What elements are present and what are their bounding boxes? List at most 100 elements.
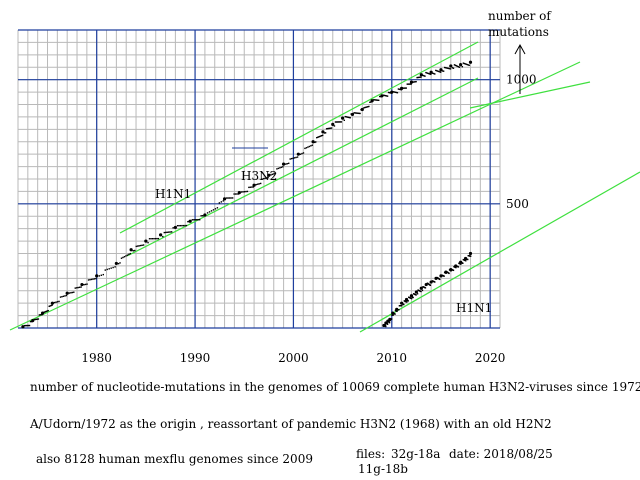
data-point <box>187 220 189 223</box>
data-point <box>181 224 183 227</box>
files-name-1: 32g-18a <box>391 447 441 461</box>
data-point <box>166 231 168 233</box>
data-point <box>354 112 356 114</box>
data-point <box>464 63 466 65</box>
data-point <box>318 136 320 138</box>
data-point <box>44 311 46 313</box>
data-point <box>325 128 328 130</box>
data-point <box>340 121 343 123</box>
data-point <box>73 291 75 293</box>
data-point <box>468 251 473 256</box>
y-tick-label: 500 <box>506 197 529 211</box>
data-point <box>68 292 71 294</box>
data-point <box>43 311 45 313</box>
data-point <box>434 281 436 283</box>
data-point <box>262 178 265 180</box>
data-point <box>216 207 219 209</box>
data-point <box>347 116 349 118</box>
data-point <box>157 237 160 240</box>
data-point <box>344 115 346 118</box>
caption-line-1: number of nucleotide-mutations in the ge… <box>30 380 640 394</box>
data-point <box>394 313 396 315</box>
data-point <box>360 107 364 112</box>
data-point <box>416 293 419 295</box>
data-point <box>25 324 28 327</box>
data-point <box>87 279 90 281</box>
data-point <box>176 225 179 227</box>
data-point <box>310 145 312 147</box>
data-point <box>417 76 419 79</box>
data-point <box>385 325 387 328</box>
data-point <box>265 177 268 179</box>
data-point <box>179 224 182 227</box>
files-name-2: 11g-18b <box>358 462 408 476</box>
data-point <box>64 295 66 297</box>
data-point <box>182 224 185 227</box>
data-point <box>311 144 314 146</box>
data-point <box>129 248 133 252</box>
data-point <box>359 112 361 115</box>
data-point <box>267 173 271 177</box>
data-point <box>39 314 42 316</box>
data-point <box>198 218 201 221</box>
data-point <box>317 136 319 138</box>
data-point <box>31 318 35 323</box>
data-point <box>392 314 394 316</box>
data-point <box>162 235 164 238</box>
data-point <box>80 286 82 288</box>
data-point <box>33 318 36 321</box>
x-tick-label: 2000 <box>278 351 309 365</box>
data-point <box>102 273 104 276</box>
data-point <box>375 99 377 101</box>
data-point <box>77 286 79 289</box>
y-axis-title-line2: mutations <box>488 25 549 39</box>
data-point <box>453 64 456 66</box>
data-point <box>321 134 324 137</box>
data-point <box>168 231 170 233</box>
fit-line <box>126 77 479 257</box>
data-point <box>457 266 460 268</box>
date-label: date: 2018/08/25 <box>449 447 553 461</box>
data-point <box>201 215 204 217</box>
data-point <box>329 127 332 129</box>
data-point <box>47 309 49 312</box>
data-point <box>23 324 26 327</box>
data-point <box>120 257 123 259</box>
data-point <box>173 225 177 230</box>
data-point <box>46 310 48 312</box>
data-point <box>248 186 250 189</box>
data-point <box>373 99 375 101</box>
data-point <box>40 311 45 315</box>
data-point <box>240 191 243 193</box>
data-point <box>233 193 235 195</box>
data-point <box>438 70 440 73</box>
data-point <box>212 209 215 211</box>
data-point <box>334 121 337 123</box>
data-point <box>65 294 68 297</box>
data-point <box>169 231 171 233</box>
data-point <box>355 112 357 114</box>
data-point <box>308 145 311 148</box>
data-point <box>365 106 367 108</box>
data-point <box>468 60 473 64</box>
data-point <box>420 76 422 78</box>
data-point <box>378 99 380 101</box>
data-point <box>193 219 195 221</box>
data-point <box>419 73 423 77</box>
data-point <box>246 190 249 193</box>
data-point <box>419 286 423 290</box>
data-point <box>349 117 351 119</box>
data-point <box>397 88 400 90</box>
data-point <box>358 112 360 115</box>
data-point <box>370 99 374 103</box>
data-point <box>230 197 232 199</box>
data-point <box>448 272 450 275</box>
fit-line <box>119 41 479 234</box>
data-point <box>415 80 417 83</box>
data-point <box>37 318 40 320</box>
data-point <box>395 91 398 94</box>
data-point <box>84 283 87 286</box>
data-point <box>110 267 112 269</box>
data-point <box>184 224 186 227</box>
data-point <box>270 174 272 176</box>
